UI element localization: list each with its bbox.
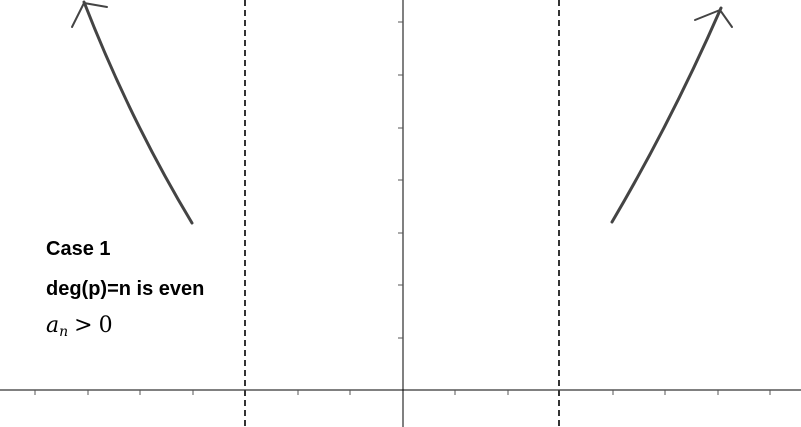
coef-variable: a (46, 313, 60, 338)
right-end-behavior-curve (610, 6, 723, 224)
coef-operator: > (74, 313, 93, 338)
leading-coefficient-condition: an >0 (46, 313, 113, 340)
left-end-behavior-curve (82, 0, 194, 225)
case-title: Case 1 (46, 238, 111, 260)
coef-value: 0 (98, 313, 113, 338)
x-axis-ticks (34, 390, 771, 395)
degree-condition: deg(p)=n is even (46, 278, 205, 300)
left-arrowhead-icon (71, 2, 108, 28)
right-arrowhead-icon (694, 9, 733, 28)
y-axis-ticks (398, 21, 403, 339)
coef-subscript: n (59, 324, 69, 340)
